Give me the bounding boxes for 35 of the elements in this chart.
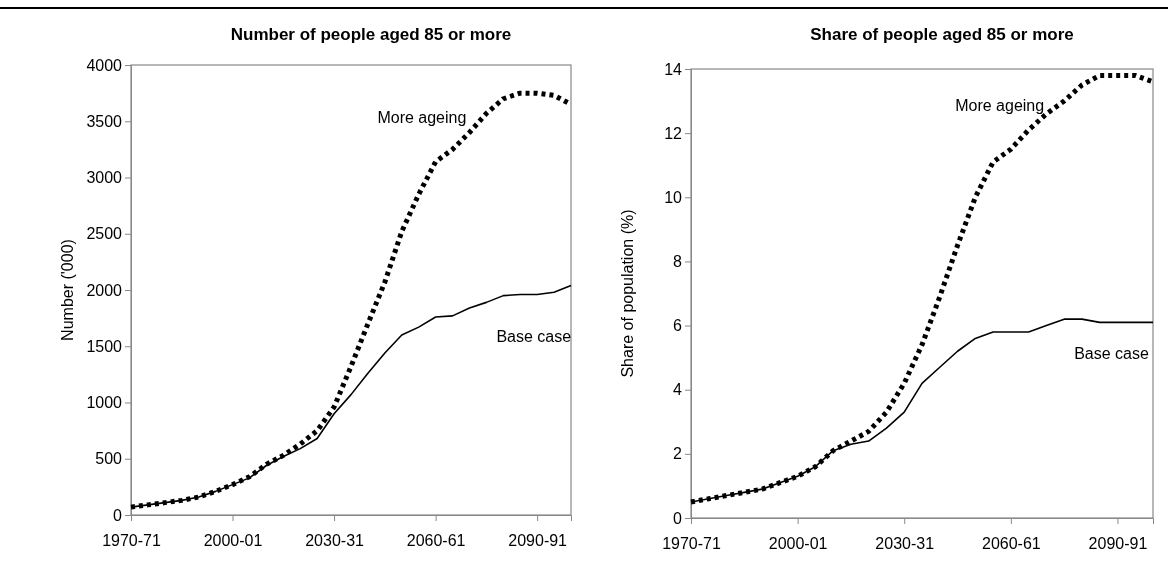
- series-label: More ageing: [377, 109, 467, 127]
- x-tick-label: 2030-31: [875, 535, 935, 553]
- y-tick-label: 6: [673, 317, 683, 335]
- y-tick-label: 0: [673, 509, 683, 527]
- y-tick-label: 2500: [86, 225, 123, 243]
- y-tick-label: 1000: [86, 394, 123, 412]
- y-tick-label: 2: [673, 445, 683, 463]
- chart-title: Number of people aged 85 or more: [230, 25, 512, 44]
- x-tick-label: 2030-31: [305, 532, 365, 550]
- y-tick-label: 14: [664, 60, 683, 78]
- y-tick-label: 8: [673, 253, 683, 271]
- y-tick-label: 4: [673, 381, 683, 399]
- x-tick-label: 2090-91: [1088, 535, 1148, 553]
- y-axis-title: Number ('000): [59, 239, 76, 341]
- x-tick-label: 2060-61: [406, 532, 466, 550]
- x-tick-label: 2060-61: [981, 535, 1041, 553]
- x-tick-label: 2000-01: [768, 535, 828, 553]
- x-tick-label: 2000-01: [203, 532, 263, 550]
- chart-title: Share of people aged 85 or more: [810, 25, 1074, 44]
- x-tick-label: 2090-91: [508, 532, 568, 550]
- y-axis-title: Share of population (%): [619, 209, 636, 378]
- series-label: More ageing: [955, 97, 1045, 115]
- y-tick-label: 3500: [86, 112, 123, 130]
- series-label: Base case: [496, 328, 572, 346]
- y-tick-label: 10: [664, 188, 683, 206]
- y-tick-label: 3000: [86, 169, 123, 187]
- x-tick-label: 1970-71: [662, 535, 721, 553]
- series-label: Base case: [1074, 345, 1149, 363]
- y-tick-label: 500: [95, 450, 123, 468]
- y-tick-label: 0: [113, 506, 123, 524]
- y-tick-label: 1500: [86, 337, 123, 355]
- x-tick-label: 1970-71: [102, 532, 161, 550]
- y-tick-label: 12: [664, 124, 683, 142]
- y-tick-label: 4000: [86, 56, 123, 74]
- y-tick-label: 2000: [86, 281, 123, 299]
